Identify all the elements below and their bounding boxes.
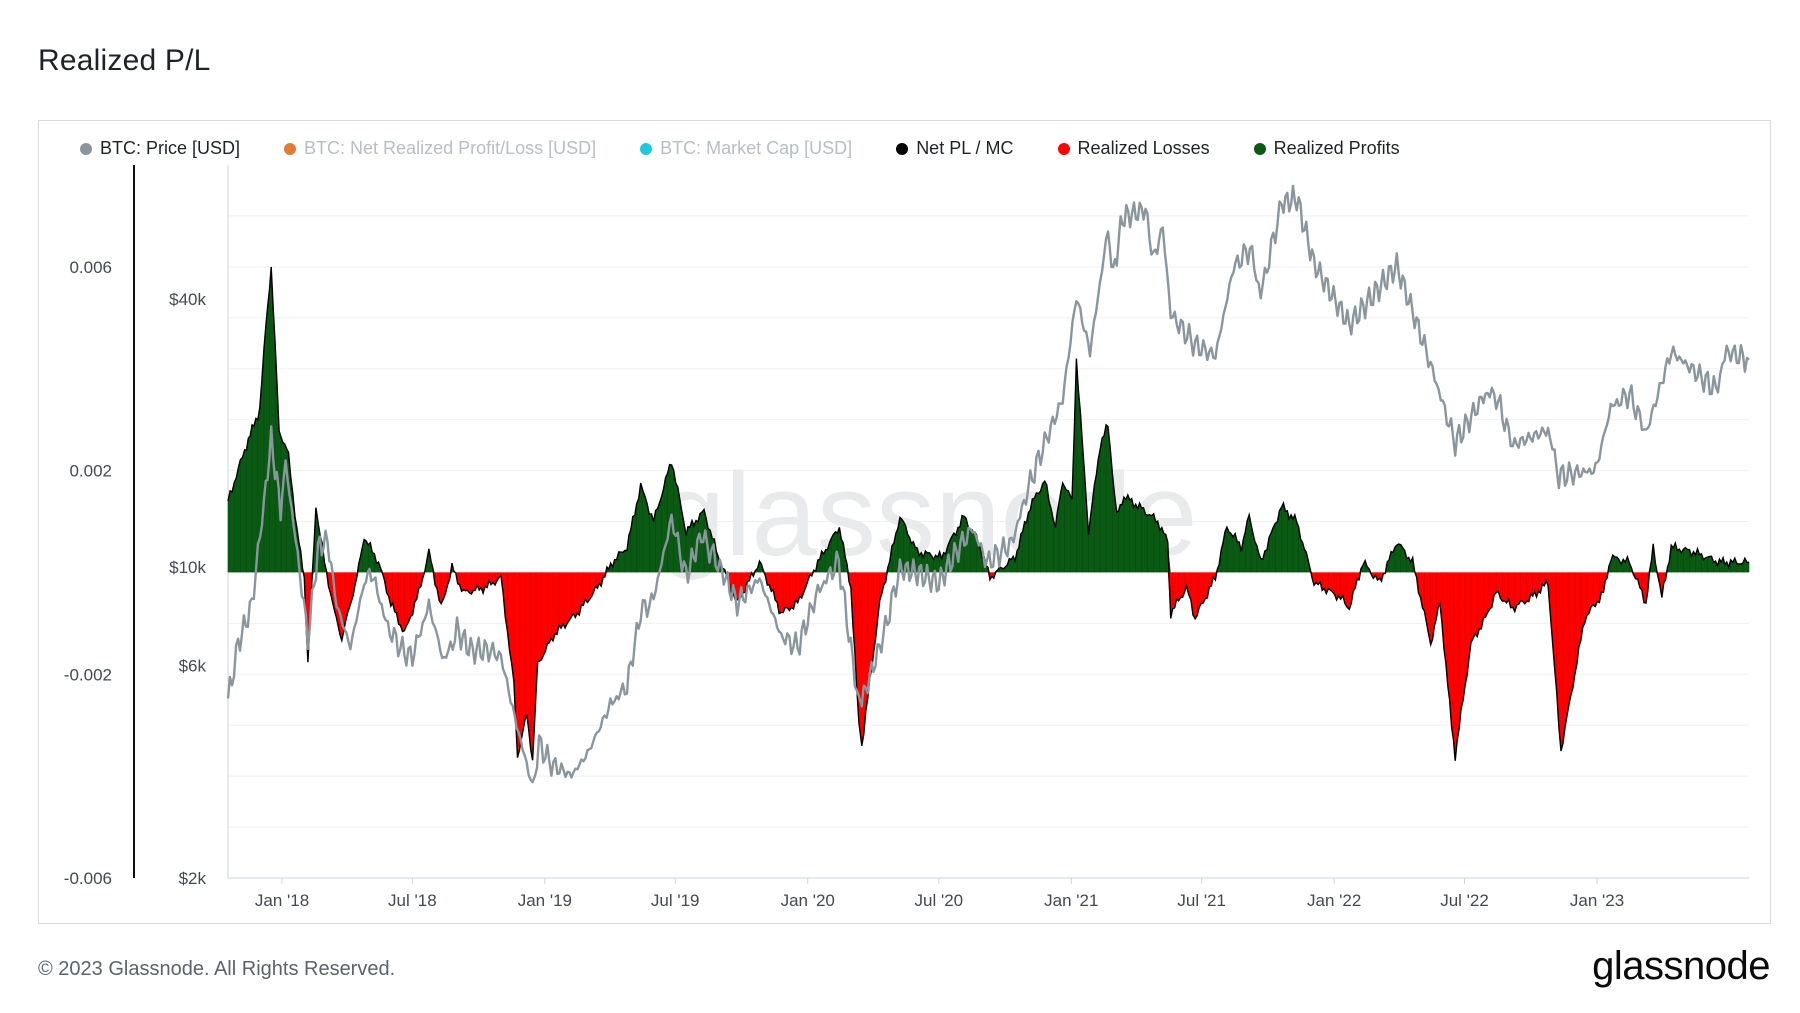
legend-label: Net PL / MC (916, 138, 1014, 158)
copyright-footer: © 2023 Glassnode. All Rights Reserved. (38, 958, 396, 980)
price-axis-tick-label: $10k (169, 558, 206, 577)
legend-label: BTC: Market Cap [USD] (660, 138, 853, 158)
x-axis-tick-label: Jan '22 (1307, 891, 1361, 910)
legend-dot-icon (1253, 142, 1266, 155)
legend-item-realized-losses[interactable]: Realized Losses (1057, 138, 1210, 159)
legend-item-net-pl-mc[interactable]: Net PL / MC (896, 138, 1014, 159)
chart-svg: glassnode0.0060.002-0.002-0.006$40k$10k$… (64, 165, 1750, 910)
x-axis-tick-label: Jul '22 (1440, 891, 1489, 910)
price-axis-tick-label: $6k (179, 657, 207, 676)
legend-dot-icon (896, 142, 909, 155)
brand-logo: glassnode (1592, 944, 1770, 988)
x-axis-tick-label: Jan '23 (1570, 891, 1624, 910)
x-axis-tick-label: Jan '20 (781, 891, 835, 910)
legend-dot-icon (284, 142, 297, 155)
legend-item-net-realized[interactable]: BTC: Net Realized Profit/Loss [USD] (284, 138, 596, 159)
btc-price-line (226, 184, 1750, 784)
left-axis-tick-label: -0.002 (64, 665, 112, 684)
left-axis-tick-label: 0.006 (69, 258, 112, 277)
legend-label: BTC: Net Realized Profit/Loss [USD] (304, 138, 597, 158)
bar-texture-group (227, 289, 1750, 751)
left-axis-tick-label: 0.002 (69, 462, 112, 481)
price-axis-tick-label: $40k (169, 290, 206, 309)
x-axis-tick-label: Jul '18 (388, 891, 437, 910)
net-pl-mc-line (227, 266, 1750, 761)
x-axis-tick-label: Jul '20 (915, 891, 964, 910)
legend-dot-icon (640, 142, 653, 155)
legend-item-market-cap[interactable]: BTC: Market Cap [USD] (640, 138, 852, 159)
price-axis-tick-label: $2k (179, 869, 207, 888)
x-axis-tick-label: Jan '18 (255, 891, 309, 910)
x-axis-tick-label: Jul '21 (1177, 891, 1226, 910)
legend-label: Realized Profits (1273, 138, 1400, 158)
x-axis-tick-label: Jan '19 (518, 891, 572, 910)
legend-dot-icon (1057, 142, 1070, 155)
realized-losses-area (228, 572, 1749, 761)
legend-label: BTC: Price [USD] (100, 138, 241, 158)
legend-dot-icon (80, 142, 92, 155)
left-axis-tick-label: -0.006 (64, 869, 112, 888)
x-axis-tick-label: Jan '21 (1044, 891, 1098, 910)
legend-label: Realized Losses (1077, 138, 1210, 158)
legend-item-realized-profits[interactable]: Realized Profits (1253, 138, 1400, 159)
legend-item-price[interactable]: BTC: Price [USD] (80, 138, 240, 159)
page-title: Realized P/L (38, 44, 211, 77)
x-axis-tick-label: Jul '19 (651, 891, 700, 910)
chart-legend: BTC: Price [USD] BTC: Net Realized Profi… (80, 138, 1444, 159)
